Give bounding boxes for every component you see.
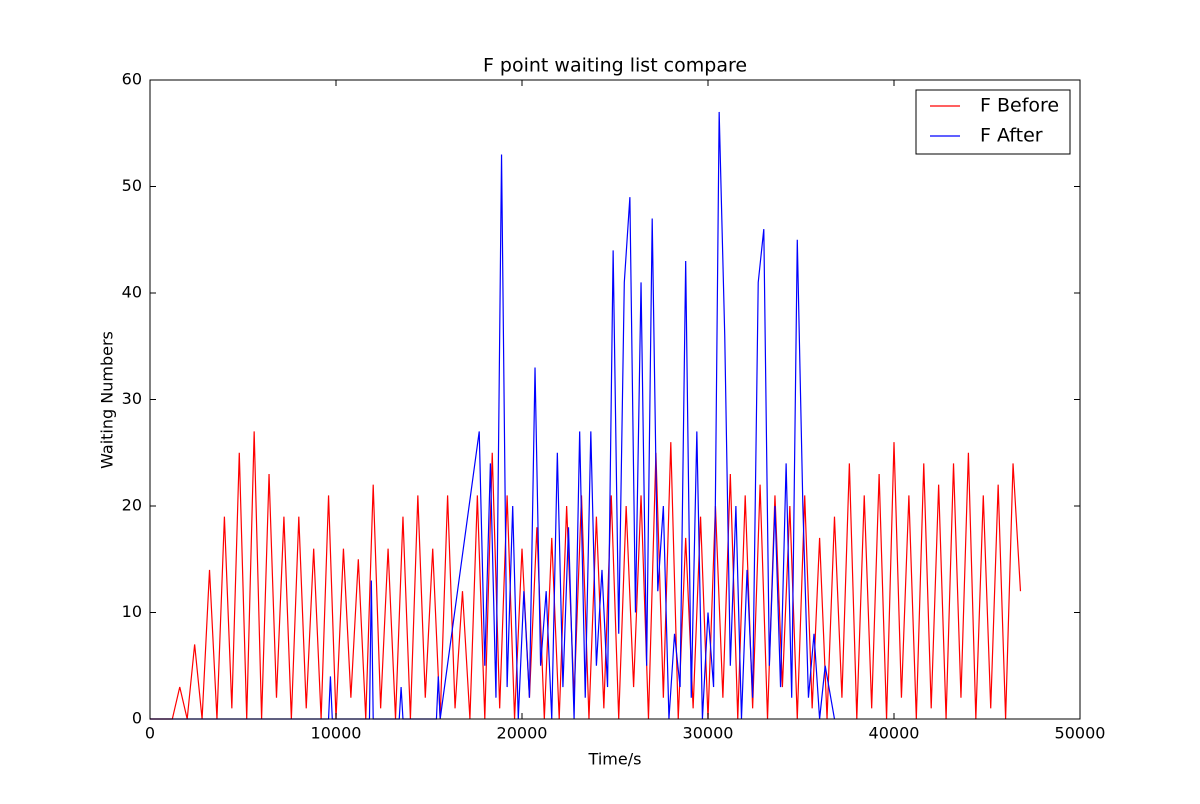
y-axis-label: Waiting Numbers xyxy=(98,331,117,469)
legend-box xyxy=(915,89,1071,155)
x-tick-label: 40000 xyxy=(869,724,920,743)
chart-title: F point waiting list compare xyxy=(483,55,747,77)
y-tick-label: 50 xyxy=(122,176,142,195)
x-axis-label: Time/s xyxy=(588,750,642,769)
legend-label: F Before xyxy=(980,95,1059,117)
y-tick-label: 0 xyxy=(132,709,142,728)
y-tick-label: 40 xyxy=(122,283,142,302)
legend-label: F After xyxy=(980,125,1043,147)
y-tick-label: 20 xyxy=(122,496,142,515)
x-tick-label: 10000 xyxy=(311,724,362,743)
y-tick-label: 10 xyxy=(122,602,142,621)
data-line xyxy=(150,431,1022,720)
y-tick-label: 60 xyxy=(122,70,142,89)
x-tick-label: 20000 xyxy=(497,724,548,743)
y-tick-label: 30 xyxy=(122,389,142,408)
data-line xyxy=(150,111,836,720)
x-tick-label: 50000 xyxy=(1055,724,1106,743)
x-tick-label: 0 xyxy=(145,724,155,743)
x-tick-label: 30000 xyxy=(683,724,734,743)
